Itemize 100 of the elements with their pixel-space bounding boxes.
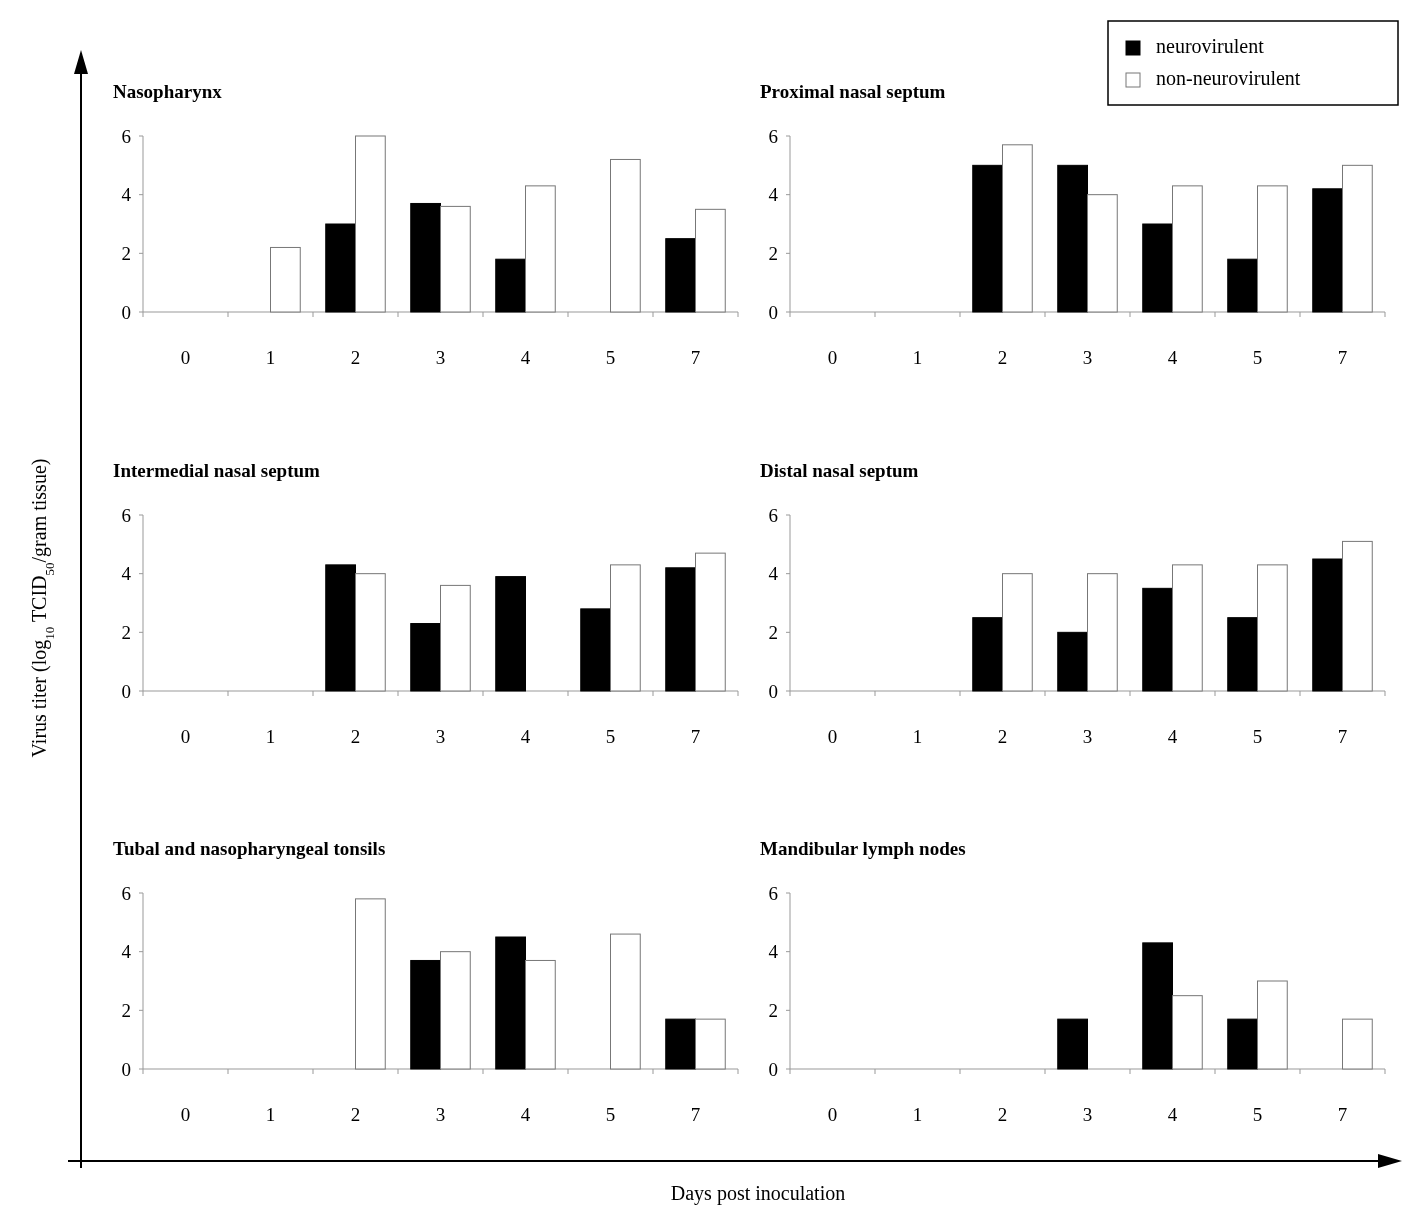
x-tick-label: 4	[520, 347, 531, 368]
bar	[665, 1018, 696, 1070]
bar	[1227, 1018, 1258, 1070]
x-tick-label: 3	[1082, 726, 1093, 747]
x-tick-label: 4	[1167, 726, 1178, 747]
bar	[525, 959, 556, 1070]
x-tick-label: 7	[1337, 1104, 1348, 1125]
bar	[1142, 587, 1173, 692]
bar	[1057, 1018, 1088, 1070]
y-tick-label: 0	[121, 680, 131, 702]
bar	[610, 158, 641, 313]
bar	[1227, 258, 1258, 313]
x-tick-label: 5	[1252, 347, 1263, 368]
bar	[1342, 164, 1373, 313]
x-tick-label: 7	[1337, 347, 1348, 368]
x-tick-label: 5	[605, 1104, 616, 1125]
bar	[1087, 573, 1118, 692]
bar	[1172, 185, 1203, 313]
y-tick-label: 6	[768, 125, 778, 147]
bar	[1172, 995, 1203, 1070]
bar	[1057, 164, 1088, 313]
x-tick-label: 5	[1252, 726, 1263, 747]
bar	[1257, 564, 1288, 692]
x-tick-label: 0	[180, 726, 191, 747]
x-tick-label: 2	[350, 347, 361, 368]
x-axis-title: Days post inoculation	[670, 1182, 846, 1205]
x-tick-label: 2	[350, 726, 361, 747]
x-tick-label: 1	[912, 347, 923, 368]
bar	[665, 238, 696, 313]
bar	[1227, 617, 1258, 692]
bar	[1257, 980, 1288, 1070]
x-tick-label: 7	[690, 726, 701, 747]
chart-title: Distal nasal septum	[760, 460, 919, 481]
x-tick-label: 2	[350, 1104, 361, 1125]
bar	[440, 951, 471, 1070]
x-tick-label: 7	[690, 1104, 701, 1125]
x-tick-label: 1	[265, 726, 276, 747]
y-tick-label: 6	[768, 504, 778, 526]
bar	[1312, 188, 1343, 313]
bar	[1342, 540, 1373, 692]
x-tick-label: 7	[690, 347, 701, 368]
y-tick-label: 4	[768, 563, 779, 585]
x-tick-label: 0	[827, 347, 838, 368]
bar	[1142, 223, 1173, 313]
bar	[665, 567, 696, 692]
y-tick-label: 2	[768, 242, 778, 264]
chart-title: Mandibular lymph nodes	[760, 838, 966, 859]
legend-label: neurovirulent	[1156, 35, 1265, 57]
y-tick-label: 4	[768, 184, 779, 206]
y-tick-label: 2	[121, 621, 131, 643]
chart-title: Intermedial nasal septum	[113, 460, 321, 481]
y-tick-label: 0	[768, 1058, 778, 1080]
bar	[610, 933, 641, 1070]
y-tick-label: 2	[121, 999, 131, 1021]
x-tick-label: 3	[1082, 1104, 1093, 1125]
bar	[1142, 942, 1173, 1070]
x-tick-label: 7	[1337, 726, 1348, 747]
bar	[410, 202, 441, 313]
x-tick-label: 5	[605, 726, 616, 747]
bar	[695, 1018, 726, 1070]
x-tick-label: 0	[827, 726, 838, 747]
x-tick-label: 0	[827, 1104, 838, 1125]
x-tick-label: 4	[1167, 1104, 1178, 1125]
bar	[440, 584, 471, 692]
x-tick-label: 1	[912, 1104, 923, 1125]
y-tick-label: 2	[768, 621, 778, 643]
y-tick-label: 4	[121, 184, 132, 206]
bar	[495, 258, 526, 313]
bar	[355, 573, 386, 692]
x-tick-label: 0	[180, 1104, 191, 1125]
chart-title: Nasopharynx	[113, 81, 223, 102]
bar	[1057, 631, 1088, 692]
x-tick-label: 4	[520, 1104, 531, 1125]
chart-title: Tubal and nasopharyngeal tonsils	[113, 838, 386, 859]
y-tick-label: 4	[121, 941, 132, 963]
bar	[1087, 194, 1118, 313]
x-tick-label: 1	[265, 1104, 276, 1125]
x-tick-label: 1	[265, 347, 276, 368]
y-tick-label: 6	[121, 125, 131, 147]
bar	[325, 564, 356, 692]
legend-label: non-neurovirulent	[1156, 67, 1301, 89]
bar	[355, 898, 386, 1070]
x-tick-label: 5	[605, 347, 616, 368]
x-tick-label: 3	[1082, 347, 1093, 368]
x-tick-label: 1	[912, 726, 923, 747]
bar	[525, 185, 556, 313]
bar	[580, 608, 611, 692]
bar	[972, 617, 1003, 692]
bar	[355, 135, 386, 313]
bar	[1342, 1018, 1373, 1070]
x-tick-label: 4	[1167, 347, 1178, 368]
bar	[1002, 144, 1033, 313]
bar	[270, 246, 301, 313]
bar	[440, 205, 471, 313]
x-tick-label: 5	[1252, 1104, 1263, 1125]
x-tick-label: 3	[435, 1104, 446, 1125]
x-tick-label: 0	[180, 347, 191, 368]
bar	[1257, 185, 1288, 313]
chart-title: Proximal nasal septum	[760, 81, 946, 102]
x-tick-label: 3	[435, 347, 446, 368]
